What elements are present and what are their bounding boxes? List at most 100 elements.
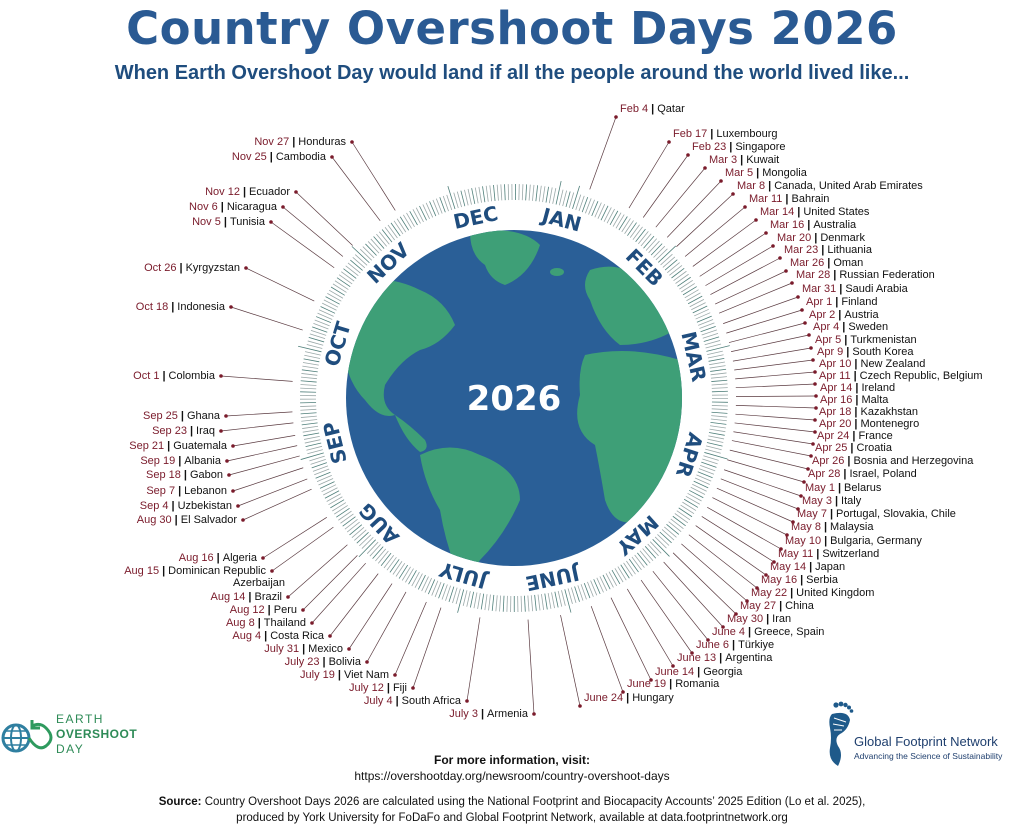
separator: | xyxy=(302,643,306,655)
country-label: Apr 26 | Bosnia and Herzegovina xyxy=(812,455,973,467)
country-label: Aug 12 | Peru xyxy=(230,604,297,616)
separator: | xyxy=(171,500,175,512)
country-name: Armenia xyxy=(487,708,528,720)
overshoot-date: Aug 4 xyxy=(232,630,262,642)
source-line2: produced by York University for FoDaFo a… xyxy=(236,812,788,824)
separator: | xyxy=(162,370,166,382)
overshoot-date: Aug 15 xyxy=(124,565,160,577)
separator: | xyxy=(179,262,183,274)
footprint-icon xyxy=(829,701,854,766)
earth-overshoot-day-logo: EARTH OVERSHOOT DAY xyxy=(0,712,190,768)
separator: | xyxy=(248,591,252,603)
overshoot-date: Apr 20 xyxy=(819,418,852,430)
separator: | xyxy=(852,430,856,442)
overshoot-date: Aug 12 xyxy=(229,604,265,616)
separator: | xyxy=(809,561,813,573)
separator: | xyxy=(833,269,837,281)
country-name: Kuwait xyxy=(746,154,780,166)
country-name: Turkmenistan xyxy=(850,334,917,346)
overshoot-date: Mar 5 xyxy=(725,167,754,179)
overshoot-date: May 11 xyxy=(778,548,814,560)
country-name: Georgia xyxy=(703,666,743,678)
country-label: June 14 | Georgia xyxy=(655,666,742,678)
separator: | xyxy=(855,382,859,394)
country-name: South Korea xyxy=(852,346,914,358)
date-markers xyxy=(219,115,818,716)
country-label: Aug 30 | El Salvador xyxy=(137,514,237,526)
separator: | xyxy=(174,514,178,526)
leader-lines xyxy=(220,116,817,715)
info-url[interactable]: https://overshootday.org/newsroom/countr… xyxy=(354,769,670,783)
country-label: May 27 | China xyxy=(740,600,814,612)
overshoot-date: May 7 xyxy=(797,508,827,520)
more-info: For more information, visit: https://ove… xyxy=(0,752,1024,784)
country-name: Honduras xyxy=(298,136,346,148)
country-label: Mar 3 | Kuwait xyxy=(709,154,779,166)
country-label: June 19 | Romania xyxy=(627,678,719,690)
overshoot-date: Sep 25 xyxy=(143,410,178,422)
country-name: Costa Rica xyxy=(270,630,324,642)
country-name: Bahrain xyxy=(791,193,830,205)
separator: | xyxy=(242,186,247,198)
country-name: Lithuania xyxy=(827,244,872,256)
separator: | xyxy=(162,565,166,577)
overshoot-date: Oct 1 xyxy=(133,370,160,382)
country-name: Ireland xyxy=(861,382,896,394)
overshoot-date: May 27 xyxy=(740,600,777,612)
country-name: Greece, Spain xyxy=(754,626,825,638)
country-name: Bulgaria, Germany xyxy=(830,535,922,547)
country-label: Apr 2 | Austria xyxy=(809,309,879,321)
overshoot-date: Mar 28 xyxy=(796,269,831,281)
country-label: Aug 4 | Costa Rica xyxy=(232,630,324,642)
country-name: El Salvador xyxy=(180,514,237,526)
overshoot-date: Oct 26 xyxy=(144,262,177,274)
eod-line1: EARTH xyxy=(56,712,104,726)
separator: | xyxy=(844,334,848,346)
country-label: May 30 | Iran xyxy=(727,613,791,625)
country-name: Luxembourg xyxy=(716,128,778,140)
country-label: July 23 | Bolivia xyxy=(285,656,361,668)
country-label: Apr 28 | Israel, Poland xyxy=(808,468,917,480)
country-name: Switzerland xyxy=(822,548,880,560)
country-name: Dominican Republic xyxy=(168,565,266,577)
country-label: Nov 12 | Ecuador xyxy=(205,186,290,198)
country-label: Nov 5 | Tunisia xyxy=(192,216,265,228)
separator: | xyxy=(823,521,828,533)
country-label: Mar 20 | Denmark xyxy=(777,232,865,244)
country-label: Apr 14 | Ireland xyxy=(820,382,895,394)
separator: | xyxy=(626,692,630,704)
country-name: Malaysia xyxy=(830,521,874,533)
separator: | xyxy=(855,394,859,406)
separator: | xyxy=(178,485,182,497)
country-name: Viet Nam xyxy=(343,669,389,681)
overshoot-date: Apr 26 xyxy=(812,455,845,467)
overshoot-date: June 19 xyxy=(627,678,667,690)
separator: | xyxy=(854,418,858,430)
overshoot-date: Nov 12 xyxy=(205,186,240,198)
gfn-name: Global Footprint Network xyxy=(854,734,998,749)
separator: | xyxy=(395,695,399,707)
country-name: Australia xyxy=(813,219,857,231)
country-name: Bosnia and Herzegovina xyxy=(853,455,974,467)
overshoot-date: Sep 7 xyxy=(146,485,176,497)
separator: | xyxy=(269,151,273,163)
country-name: Austria xyxy=(844,309,879,321)
separator: | xyxy=(842,321,846,333)
country-label: Sep 21 | Guatemala xyxy=(129,440,227,452)
separator: | xyxy=(220,201,224,213)
country-label: Oct 26 | Kyrgyzstan xyxy=(144,262,240,274)
country-name: Canada, United Arab Emirates xyxy=(774,180,923,192)
overshoot-date: Mar 20 xyxy=(777,232,812,244)
country-name: Brazil xyxy=(254,591,282,603)
separator: | xyxy=(835,296,839,308)
separator: | xyxy=(850,442,854,454)
day-ticks xyxy=(298,180,730,613)
country-label: June 6 | Türkiye xyxy=(696,639,774,651)
country-label: Nov 6 | Nicaragua xyxy=(189,201,277,213)
country-name: Tunisia xyxy=(229,216,265,228)
overshoot-date: July 4 xyxy=(363,695,393,707)
separator: | xyxy=(847,455,851,467)
separator: | xyxy=(814,232,818,244)
country-name: Hungary xyxy=(632,692,674,704)
separator: | xyxy=(729,141,733,153)
